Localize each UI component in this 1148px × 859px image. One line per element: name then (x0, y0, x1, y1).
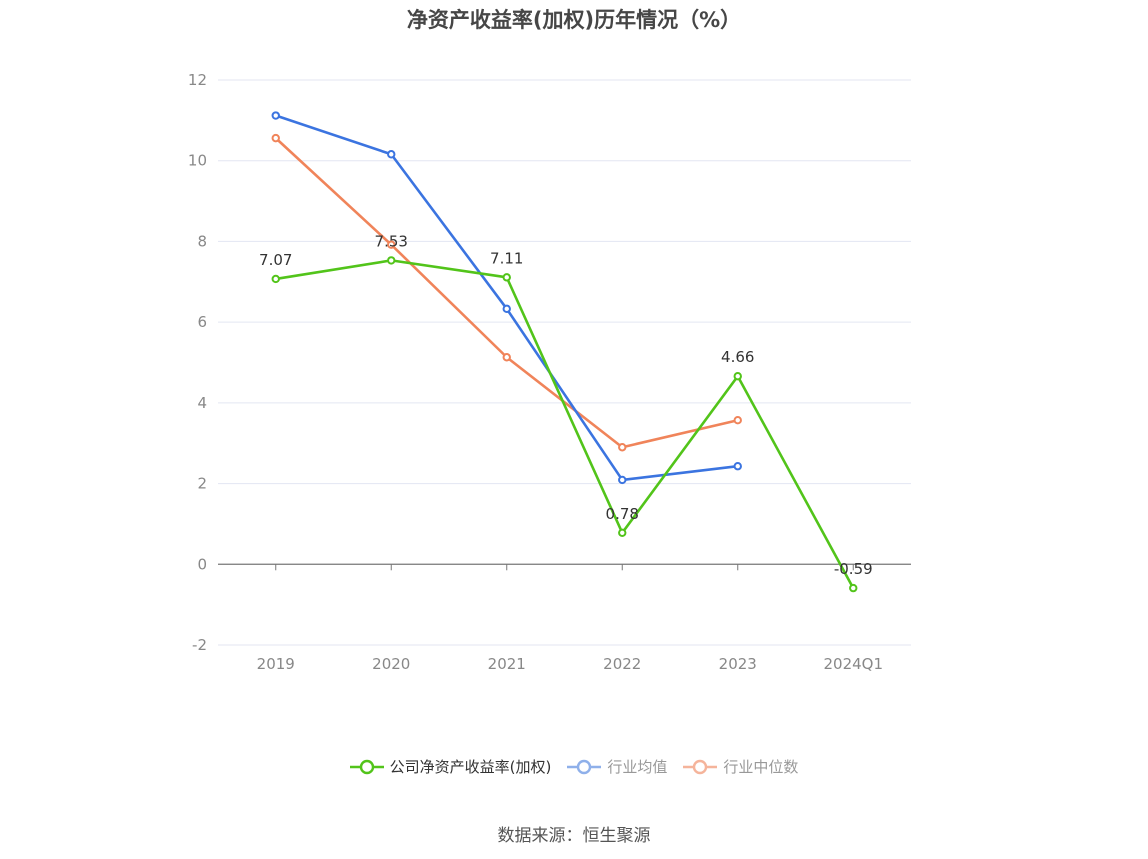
chart-title: 净资产收益率(加权)历年情况（%） (406, 8, 742, 32)
data-point (502, 304, 511, 314)
x-tick-label: 2020 (372, 655, 410, 673)
series-line (275, 259, 855, 589)
data-point (271, 274, 280, 284)
x-tick-label: 2021 (488, 655, 526, 673)
y-tick-label: 10 (188, 152, 207, 170)
data-label: 0.78 (606, 505, 639, 523)
data-point (849, 583, 858, 593)
y-tick-label: 6 (197, 313, 207, 331)
legend-marker (359, 759, 374, 774)
y-tick-label: 8 (197, 232, 207, 250)
legend-label: 公司净资产收益率(加权) (389, 758, 552, 776)
data-label: 7.53 (375, 232, 408, 250)
data-point (502, 353, 511, 362)
data-point (502, 273, 511, 282)
legend-line-marker-icon (349, 759, 384, 774)
legend-item[interactable]: 行业中位数 (683, 756, 798, 777)
data-point (618, 475, 627, 485)
legend-marker (693, 759, 708, 774)
legend-item[interactable]: 公司净资产收益率(加权) (349, 756, 552, 777)
legend-label: 行业均值 (607, 758, 668, 776)
legend: 公司净资产收益率(加权) 行业均值 行业中位数 (0, 756, 1148, 777)
data-point (271, 133, 280, 143)
data-point (618, 443, 627, 452)
data-source: 数据来源：恒生聚源 (497, 826, 651, 846)
data-point (387, 256, 396, 265)
series-line (274, 137, 739, 449)
data-point (618, 528, 627, 538)
x-tick-label: 2024Q1 (823, 655, 883, 673)
series-line (275, 114, 738, 482)
data-label: 7.11 (490, 249, 523, 267)
x-tick-label: 2022 (603, 655, 641, 673)
y-tick-label: -2 (192, 636, 207, 654)
data-point (387, 240, 396, 249)
legend-marker (577, 759, 592, 774)
legend-line-marker-icon (683, 759, 718, 774)
y-tick-label: 0 (197, 555, 207, 573)
data-point (387, 150, 396, 159)
y-tick-label: 12 (188, 71, 207, 89)
x-tick-label: 2019 (257, 655, 295, 673)
legend-line-marker-icon (567, 759, 602, 774)
data-point (271, 111, 280, 120)
y-tick-label: 4 (197, 394, 207, 412)
line-chart: -2 0 2 4 6 8 10 12 2019 2020 2021 2022 2023 2024Q1 7.… (188, 71, 911, 673)
data-label: 7.07 (259, 251, 292, 269)
y-tick-label: 2 (197, 475, 207, 493)
data-label: -0.59 (834, 560, 873, 578)
data-point (733, 462, 742, 471)
legend-item[interactable]: 行业均值 (567, 756, 667, 777)
data-point (733, 416, 742, 425)
data-label: 4.66 (721, 348, 754, 366)
data-point (733, 372, 742, 381)
x-tick-label: 2023 (719, 655, 757, 673)
legend-label: 行业中位数 (723, 758, 799, 776)
